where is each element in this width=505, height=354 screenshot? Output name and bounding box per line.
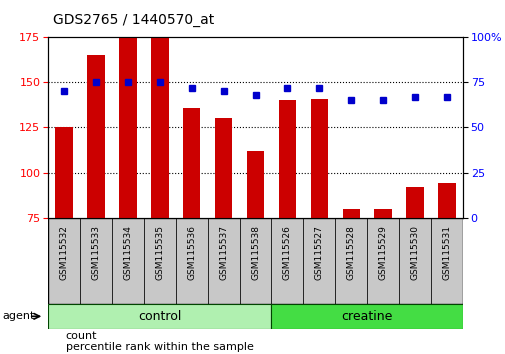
Text: GSM115533: GSM115533 [91, 225, 100, 280]
Bar [310, 98, 328, 353]
Bar [335, 218, 367, 304]
Bar [112, 218, 143, 304]
Text: GSM115530: GSM115530 [410, 225, 419, 280]
Bar [215, 118, 232, 353]
Text: creatine: creatine [341, 310, 392, 323]
Text: GSM115537: GSM115537 [219, 225, 228, 280]
Bar [303, 218, 335, 304]
Bar [150, 37, 168, 353]
Bar [119, 37, 136, 353]
Bar [271, 218, 303, 304]
Bar [374, 209, 391, 353]
Bar [430, 218, 462, 304]
Bar [48, 304, 271, 329]
Text: GDS2765 / 1440570_at: GDS2765 / 1440570_at [53, 12, 214, 27]
Bar [48, 218, 80, 304]
Text: GSM115527: GSM115527 [314, 225, 323, 280]
Text: agent: agent [3, 311, 35, 321]
Bar [80, 218, 112, 304]
Bar [398, 218, 430, 304]
Bar [183, 108, 200, 353]
Text: count: count [66, 331, 97, 341]
Text: GSM115534: GSM115534 [123, 225, 132, 280]
Text: GSM115529: GSM115529 [378, 225, 387, 280]
Bar [271, 304, 462, 329]
Bar [246, 151, 264, 353]
Bar [342, 209, 360, 353]
Bar [87, 55, 105, 353]
Text: GSM115538: GSM115538 [250, 225, 260, 280]
Bar [278, 101, 295, 353]
Bar [207, 218, 239, 304]
Text: control: control [138, 310, 181, 323]
Text: GSM115531: GSM115531 [442, 225, 450, 280]
Text: GSM115536: GSM115536 [187, 225, 196, 280]
Bar [239, 218, 271, 304]
Text: GSM115528: GSM115528 [346, 225, 355, 280]
Text: GSM115532: GSM115532 [60, 225, 68, 280]
Bar [406, 187, 423, 353]
Text: GSM115526: GSM115526 [282, 225, 291, 280]
Bar [175, 218, 207, 304]
Bar [367, 218, 398, 304]
Bar [55, 127, 73, 353]
Bar [437, 183, 455, 353]
Text: GSM115535: GSM115535 [155, 225, 164, 280]
Bar [143, 218, 175, 304]
Text: percentile rank within the sample: percentile rank within the sample [66, 342, 253, 352]
